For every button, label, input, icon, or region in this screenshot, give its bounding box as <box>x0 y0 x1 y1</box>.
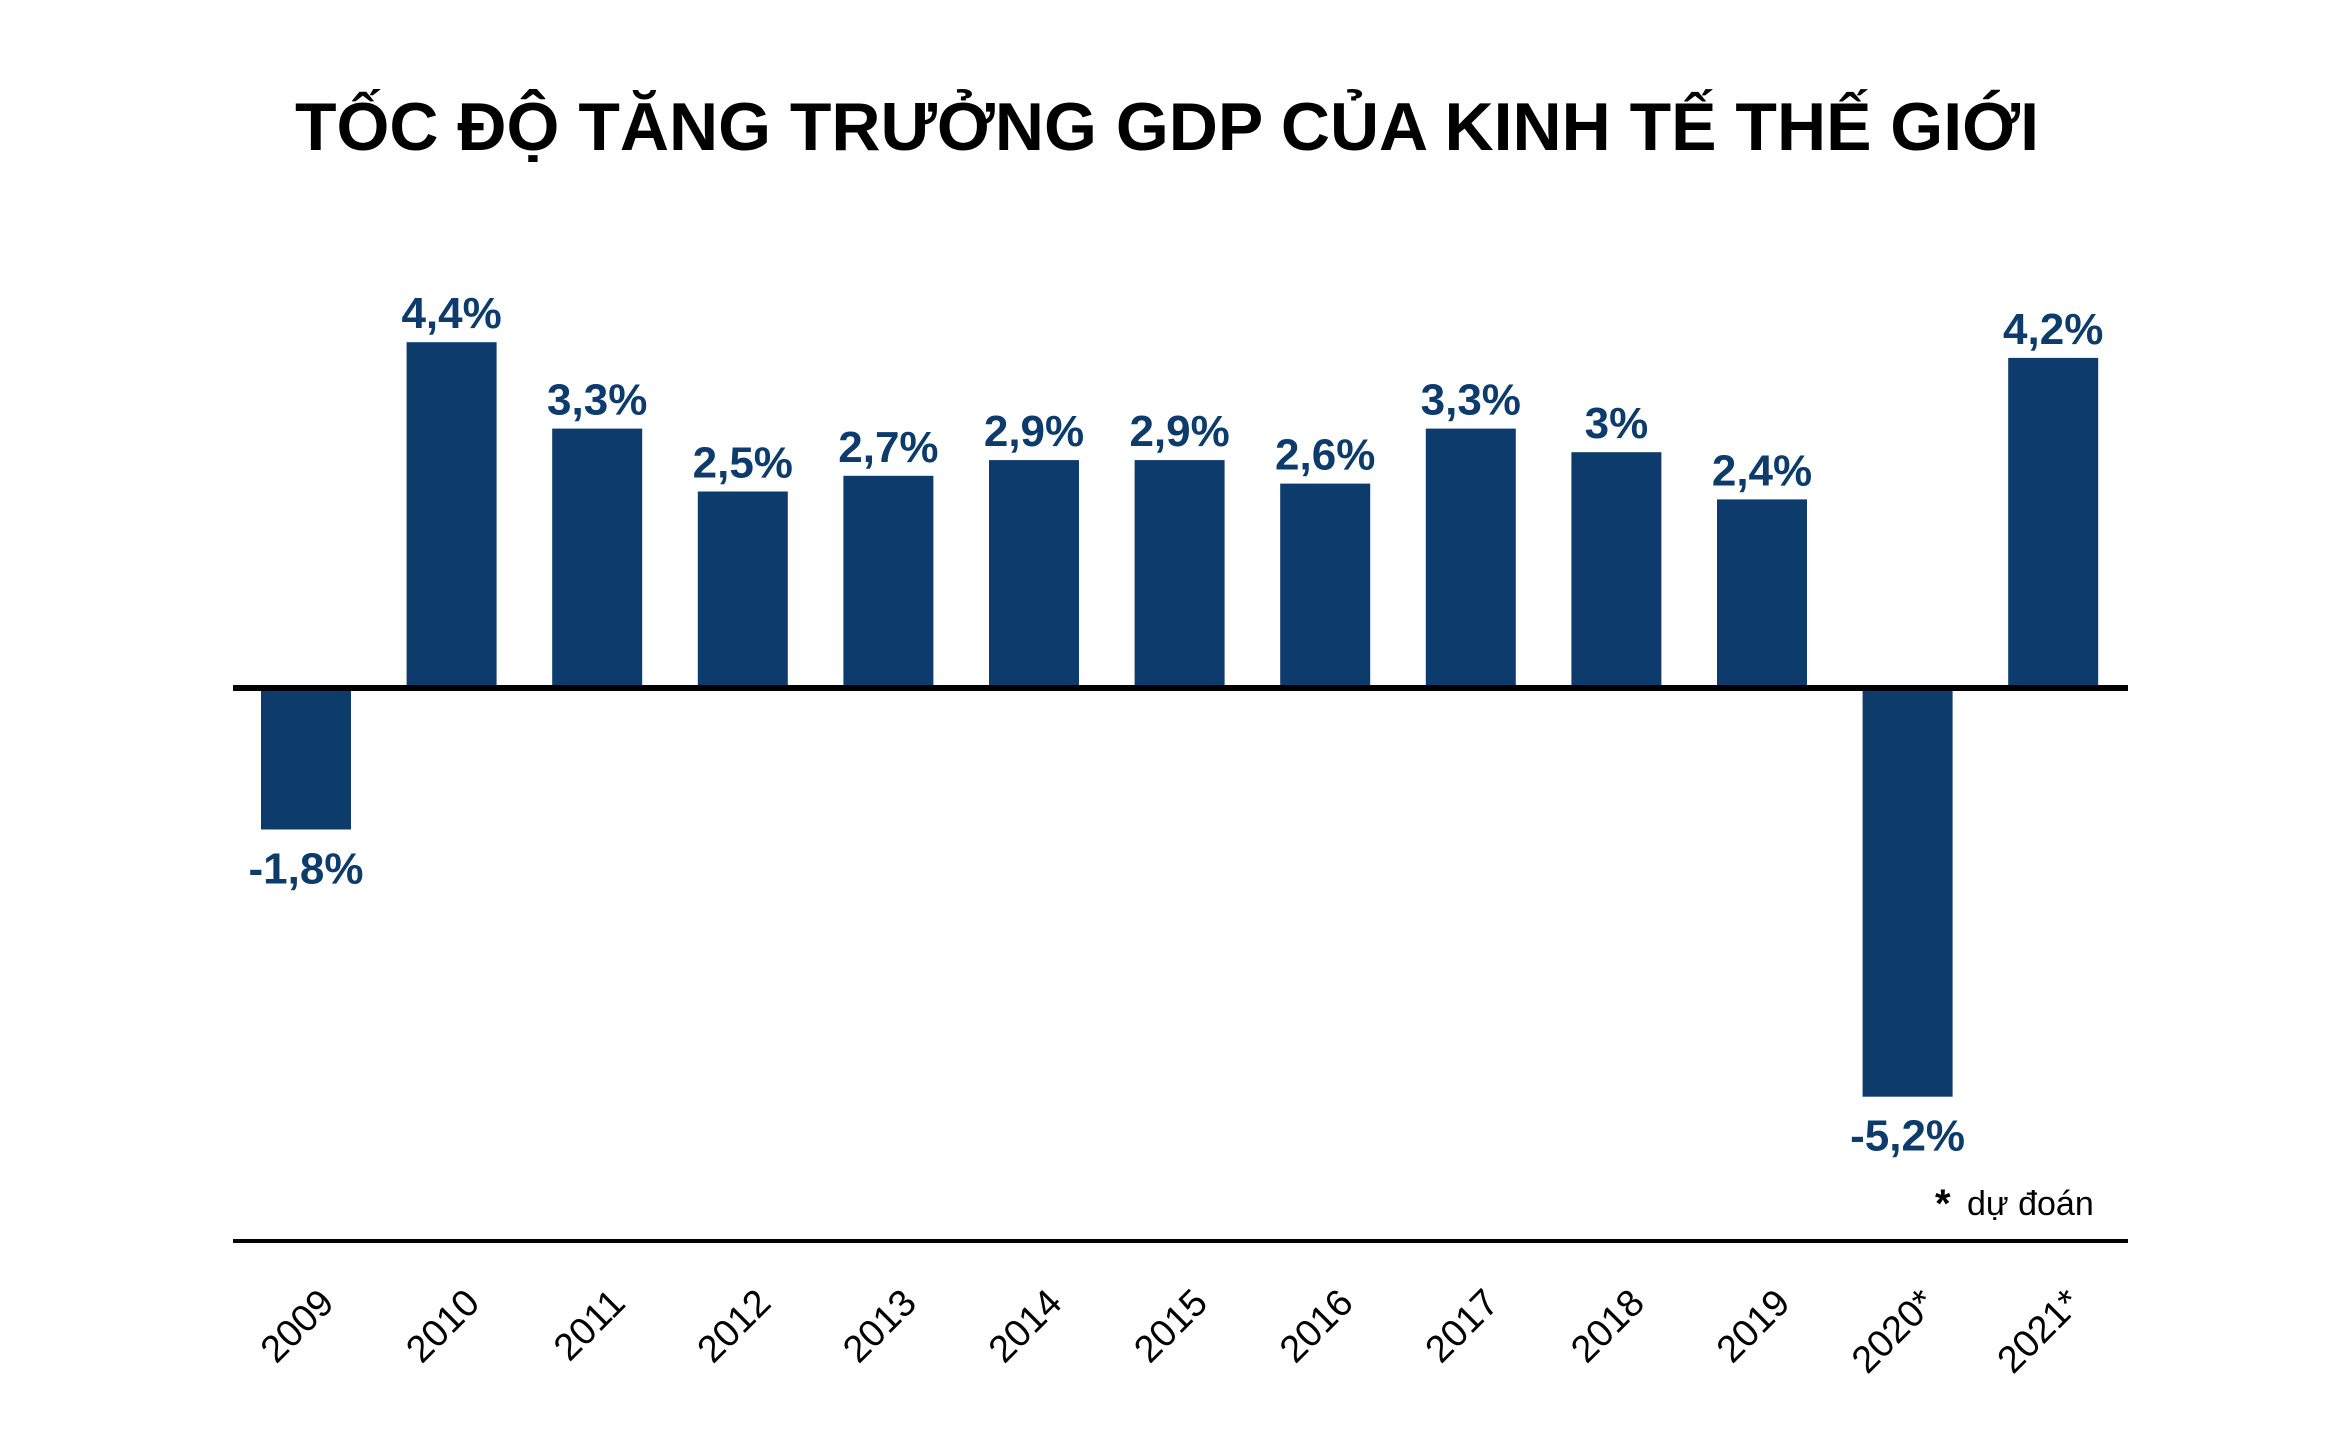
value-label-2013: 2,7% <box>838 423 938 472</box>
bar-2017 <box>1425 428 1516 688</box>
x-tick-label-2011: 2011 <box>546 1282 633 1369</box>
value-labels-group: -1,8% 4,4% 3,3% 2,5% 2,7% 2,9% 2,9% 2,6% 3,3% 3% 2… <box>249 289 2104 1160</box>
value-label-2019: 2,4% <box>1712 446 1812 495</box>
value-label-2009: -1,8% <box>249 845 364 894</box>
bars-group <box>261 342 2099 1097</box>
bar-2019 <box>1717 499 1807 688</box>
value-label-2017: 3,3% <box>1421 376 1521 425</box>
bar-2014 <box>989 460 1079 688</box>
bar-2015 <box>1134 460 1225 688</box>
bar-2012 <box>697 491 788 688</box>
value-label-2012: 2,5% <box>693 439 793 488</box>
value-label-2018: 3% <box>1585 399 1649 448</box>
bar-2009 <box>261 688 351 830</box>
bar-2011 <box>552 428 643 688</box>
value-label-2016: 2,6% <box>1275 431 1375 480</box>
x-tick-label-2019: 2019 <box>1709 1282 1798 1371</box>
x-tick-label-2009: 2009 <box>253 1282 342 1371</box>
bar-2013 <box>843 475 934 688</box>
value-label-2020: -5,2% <box>1850 1112 1965 1161</box>
chart-title: TỐC ĐỘ TĂNG TRƯỞNG GDP CỦA KINH TẾ THẾ G… <box>295 89 2039 165</box>
x-tick-label-2016: 2016 <box>1272 1282 1361 1371</box>
x-tick-label-2013: 2013 <box>835 1282 924 1371</box>
x-tick-label-2020: 2020* <box>1844 1282 1944 1382</box>
bar-2016 <box>1280 483 1371 688</box>
bar-2021 <box>2008 357 2099 688</box>
x-tick-label-2017: 2017 <box>1418 1282 1507 1371</box>
value-label-2010: 4,4% <box>401 289 501 338</box>
x-tick-label-2018: 2018 <box>1563 1282 1652 1371</box>
value-label-2011: 3,3% <box>547 376 647 425</box>
footnote-marker: * <box>1935 1182 1951 1226</box>
x-tick-label-2012: 2012 <box>690 1282 779 1371</box>
footnote-text: dự đoán <box>1967 1185 2094 1223</box>
x-tick-labels-group: 2009 2010 2011 2012 2013 2014 2015 2016 2017 2018… <box>253 1282 2090 1382</box>
bar-2020 <box>1862 688 1953 1097</box>
bar-2018 <box>1571 452 1662 688</box>
x-tick-label-2015: 2015 <box>1126 1282 1215 1371</box>
x-tick-label-2014: 2014 <box>981 1282 1070 1371</box>
footnote: * dự đoán <box>1935 1182 2094 1226</box>
bar-2010 <box>406 342 497 688</box>
value-label-2014: 2,9% <box>984 407 1084 456</box>
x-tick-label-2021: 2021* <box>1990 1282 2090 1382</box>
value-label-2015: 2,9% <box>1129 407 1229 456</box>
x-tick-label-2010: 2010 <box>398 1282 487 1371</box>
value-label-2021: 4,2% <box>2003 305 2103 354</box>
